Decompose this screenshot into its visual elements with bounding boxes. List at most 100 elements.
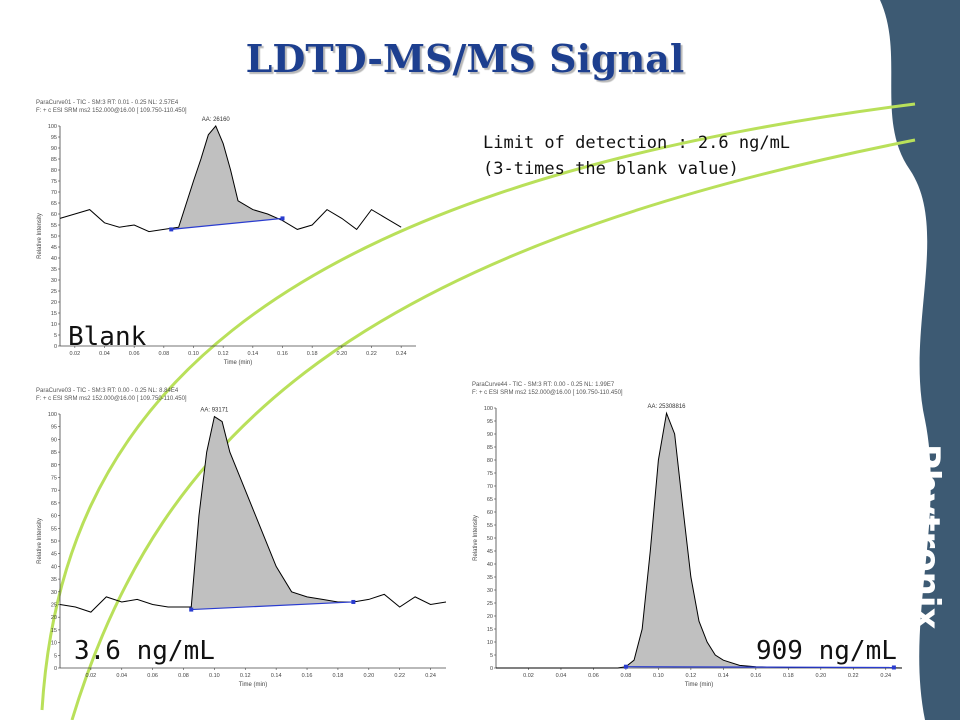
x-tick-label: 0.04 xyxy=(116,673,127,679)
x-tick-label: 0.06 xyxy=(129,351,140,357)
x-tick-label: 0.18 xyxy=(333,673,344,679)
y-tick-label: 35 xyxy=(51,267,57,273)
y-tick-label: 55 xyxy=(51,223,57,229)
chart-header: ParaCurve44 - TIC - SM:3 RT: 0.00 - 0.25… xyxy=(472,382,615,388)
swoosh-upper xyxy=(40,102,916,711)
x-tick-label: 0.08 xyxy=(621,673,632,679)
high-concentration-label: 909 ng/mL xyxy=(756,636,897,666)
x-tick-label: 0.02 xyxy=(69,351,80,357)
y-tick-label: 35 xyxy=(487,575,493,581)
y-tick-label: 75 xyxy=(51,476,57,482)
peak-area-label: AA: 93171 xyxy=(200,408,229,414)
y-tick-label: 10 xyxy=(51,322,57,328)
y-tick-label: 85 xyxy=(51,157,57,163)
integrated-peak-area xyxy=(171,126,283,230)
y-tick-label: 10 xyxy=(487,640,493,646)
y-tick-label: 70 xyxy=(51,488,57,494)
chart-blank: ParaCurve01 - TIC - SM:3 RT: 0.01 - 0.25… xyxy=(36,100,416,366)
baseline-end-marker xyxy=(891,665,896,670)
slide-title: LDTD-MS/MS Signal xyxy=(245,36,685,81)
x-axis-title: Time (min) xyxy=(239,682,267,688)
chart-3-6-ng: ParaCurve03 - TIC - SM:3 RT: 0.00 - 0.25… xyxy=(36,388,447,688)
baseline-start-marker xyxy=(623,664,628,669)
low-concentration-label: 3.6 ng/mL xyxy=(74,636,215,666)
y-tick-label: 65 xyxy=(51,201,57,207)
brand-side-panel xyxy=(880,0,960,720)
chart-header: ParaCurve03 - TIC - SM:3 RT: 0.00 - 0.25… xyxy=(36,388,179,394)
x-tick-label: 0.24 xyxy=(880,673,891,679)
x-tick-label: 0.04 xyxy=(556,673,567,679)
y-tick-label: 35 xyxy=(51,577,57,583)
detection-limit-line: Limit of detection : 2.6 ng/mL xyxy=(483,133,791,153)
y-tick-label: 20 xyxy=(487,614,493,620)
baseline-start-marker xyxy=(169,227,174,232)
x-tick-label: 0.24 xyxy=(425,673,436,679)
y-tick-label: 25 xyxy=(51,289,57,295)
y-tick-label: 60 xyxy=(51,514,57,520)
y-tick-label: 5 xyxy=(54,653,57,659)
y-tick-label: 5 xyxy=(54,333,57,339)
y-tick-label: 40 xyxy=(51,564,57,570)
y-axis-title: Relative Intensity xyxy=(37,518,43,564)
y-tick-label: 100 xyxy=(48,124,57,130)
chart-scan-filter: F: + c ESI SRM ms2 152.000@16.00 [ 109.7… xyxy=(36,108,187,114)
chart-header: ParaCurve01 - TIC - SM:3 RT: 0.01 - 0.25… xyxy=(36,100,179,106)
y-tick-label: 20 xyxy=(51,300,57,306)
x-tick-label: 0.12 xyxy=(218,351,229,357)
x-tick-label: 0.08 xyxy=(158,351,169,357)
y-tick-label: 75 xyxy=(51,179,57,185)
x-axis-title: Time (min) xyxy=(685,682,713,688)
baseline-start-marker xyxy=(189,607,194,612)
y-tick-label: 75 xyxy=(487,471,493,477)
x-tick-label: 0.14 xyxy=(718,673,729,679)
x-tick-label: 0.06 xyxy=(147,673,158,679)
y-tick-label: 100 xyxy=(484,406,493,412)
y-tick-label: 70 xyxy=(487,484,493,490)
x-tick-label: 0.10 xyxy=(653,673,664,679)
y-tick-label: 80 xyxy=(487,458,493,464)
x-tick-label: 0.10 xyxy=(209,673,220,679)
y-tick-label: 15 xyxy=(487,627,493,633)
y-tick-label: 25 xyxy=(51,603,57,609)
chart-scan-filter: F: + c ESI SRM ms2 152.000@16.00 [ 109.7… xyxy=(472,390,623,396)
y-tick-label: 95 xyxy=(487,419,493,425)
y-tick-label: 0 xyxy=(54,344,57,350)
y-axis-title: Relative Intensity xyxy=(473,515,479,561)
chart-scan-filter: F: + c ESI SRM ms2 152.000@16.00 [ 109.7… xyxy=(36,396,187,402)
baseline-end-marker xyxy=(351,599,356,604)
y-tick-label: 30 xyxy=(487,588,493,594)
integrated-peak-area xyxy=(625,413,894,668)
y-tick-label: 20 xyxy=(51,615,57,621)
blank-label: Blank xyxy=(68,322,147,352)
integration-baseline xyxy=(625,666,894,669)
signal-trace xyxy=(59,125,402,233)
y-tick-label: 15 xyxy=(51,311,57,317)
x-tick-label: 0.14 xyxy=(247,351,258,357)
x-tick-label: 0.14 xyxy=(271,673,282,679)
x-tick-label: 0.16 xyxy=(302,673,313,679)
swoosh-lower xyxy=(70,138,916,720)
y-tick-label: 70 xyxy=(51,190,57,196)
x-tick-label: 0.02 xyxy=(86,673,97,679)
y-tick-label: 80 xyxy=(51,168,57,174)
y-tick-label: 50 xyxy=(51,234,57,240)
detection-limit-note: Limit of detection : 2.6 ng/mL (3-times … xyxy=(483,130,790,182)
y-tick-label: 55 xyxy=(51,526,57,532)
y-tick-label: 30 xyxy=(51,278,57,284)
integration-baseline xyxy=(171,217,283,230)
y-tick-label: 55 xyxy=(487,523,493,529)
y-tick-label: 40 xyxy=(487,562,493,568)
y-tick-label: 95 xyxy=(51,135,57,141)
y-tick-label: 30 xyxy=(51,590,57,596)
y-tick-label: 90 xyxy=(51,146,57,152)
x-tick-label: 0.04 xyxy=(99,351,110,357)
y-tick-label: 60 xyxy=(487,510,493,516)
x-tick-label: 0.18 xyxy=(307,351,318,357)
x-axis-title: Time (min) xyxy=(224,360,252,366)
y-axis-title: Relative Intensity xyxy=(37,213,43,259)
y-tick-label: 50 xyxy=(487,536,493,542)
y-tick-label: 45 xyxy=(487,549,493,555)
y-tick-label: 15 xyxy=(51,628,57,634)
y-tick-label: 45 xyxy=(51,552,57,558)
